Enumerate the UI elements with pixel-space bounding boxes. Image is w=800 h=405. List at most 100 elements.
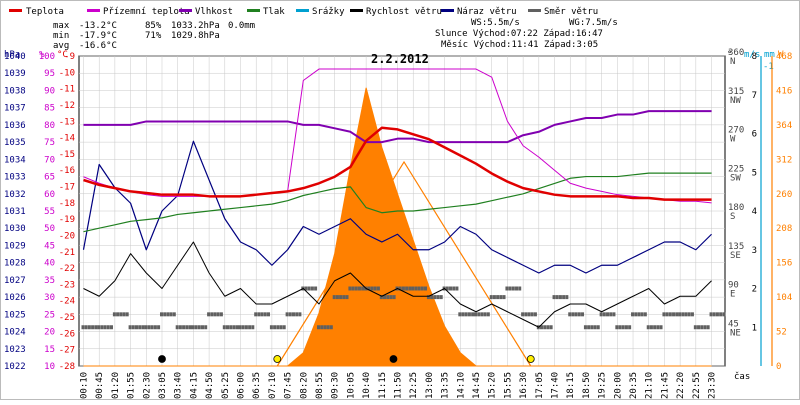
wind-direction-mark bbox=[693, 325, 697, 330]
time-tick-label: 16:30 bbox=[519, 372, 529, 399]
axis-time: 00:10 00:45 01:20 01:55 02:30 03:05 03:40 04:15… bbox=[79, 372, 717, 399]
time-tick-label: 12:25 bbox=[409, 372, 419, 399]
humidity-tick-label: 85 bbox=[44, 104, 55, 114]
wind-direction-mark bbox=[157, 325, 161, 330]
wind-direction-mark bbox=[467, 312, 471, 317]
wind-direction-mark bbox=[292, 312, 296, 317]
solar-tick-label: 260 bbox=[776, 190, 792, 200]
humidity-tick-label: 10 bbox=[44, 362, 55, 372]
rain-tick-label: -1 bbox=[763, 62, 774, 72]
wind-direction-mark bbox=[675, 312, 679, 317]
stat-max-label: max bbox=[53, 21, 70, 31]
temperature-tick-label: -28 bbox=[59, 362, 75, 372]
wind-direction-mark bbox=[159, 312, 163, 317]
solar-tick-label: 104 bbox=[776, 293, 792, 303]
wind-direction-mark bbox=[521, 312, 525, 317]
wind-direction-mark bbox=[342, 295, 346, 300]
axis-header-celsius: °C bbox=[57, 50, 68, 60]
solar-tick-label: 0 bbox=[776, 362, 781, 372]
pressure-tick-label: 1023 bbox=[4, 345, 26, 355]
pressure-tick-label: 1028 bbox=[4, 259, 26, 269]
humidity-tick-label: 70 bbox=[44, 155, 55, 165]
wind-direction-mark bbox=[150, 325, 154, 330]
wind-direction-mark bbox=[581, 312, 585, 317]
wind-direction-mark bbox=[631, 312, 635, 317]
wind-direction-mark bbox=[282, 325, 286, 330]
wind-direction-mark bbox=[254, 312, 258, 317]
wind-direction-mark bbox=[100, 325, 104, 330]
wind-direction-mark bbox=[483, 312, 487, 317]
wind-direction-mark bbox=[370, 286, 374, 291]
wind-speed-tick-label: 4 bbox=[752, 207, 757, 217]
wind-direction-mark bbox=[367, 286, 371, 291]
wind-direction-mark bbox=[166, 312, 170, 317]
legend-item-prizemni: Přízemní teplota bbox=[87, 7, 190, 17]
time-tick-label: 15:20 bbox=[488, 372, 498, 399]
stat-min-humidity: 71% bbox=[145, 31, 162, 41]
moonset-marker bbox=[158, 355, 166, 363]
wind-direction-mark bbox=[235, 325, 239, 330]
direction-tick-letter: S bbox=[730, 212, 735, 222]
humidity-tick-label: 45 bbox=[44, 241, 55, 251]
wind-direction-mark bbox=[505, 286, 509, 291]
wind-direction-mark bbox=[615, 325, 619, 330]
wind-direction-mark bbox=[722, 312, 726, 317]
wind-direction-mark bbox=[678, 312, 682, 317]
axis-header-degree: ° bbox=[727, 50, 732, 60]
wind-direction-mark bbox=[719, 312, 723, 317]
solar-series bbox=[83, 87, 712, 367]
wind-direction-mark bbox=[213, 312, 217, 317]
wind-direction-mark bbox=[583, 325, 587, 330]
axis-header-hpa: hPa bbox=[4, 50, 20, 60]
axis-temperature: -9 -10 -11 -12 -13 -14 -15 -16 -17 -18 -19 -20 -21 -2… bbox=[59, 52, 75, 372]
legend-item-smer: Směr větru bbox=[528, 7, 598, 17]
wind-direction-mark bbox=[373, 286, 377, 291]
axis-header-w: W bbox=[778, 50, 784, 60]
wind-direction-mark bbox=[449, 286, 453, 291]
legend-swatch-smer bbox=[528, 9, 541, 12]
time-tick-label: 00:45 bbox=[95, 372, 105, 399]
stat-avg-temp: -16.6°C bbox=[79, 41, 117, 51]
time-tick-label: 14:45 bbox=[472, 372, 482, 399]
time-tick-label: 10:05 bbox=[346, 372, 356, 399]
time-tick-label: 08:55 bbox=[315, 372, 325, 399]
wind-direction-mark bbox=[499, 295, 503, 300]
wind-direction-mark bbox=[204, 325, 208, 330]
wind-direction-mark bbox=[552, 295, 556, 300]
wind-direction-mark bbox=[471, 312, 475, 317]
wind-speed-tick-label: 8 bbox=[752, 52, 757, 62]
axis-x-label: čas bbox=[734, 371, 750, 382]
wind-direction-mark bbox=[358, 286, 362, 291]
legend-label-srazky: Srážky bbox=[312, 7, 345, 17]
legend-swatch-rychlost bbox=[350, 9, 363, 12]
wind-direction-mark bbox=[197, 325, 201, 330]
wind-speed-tick-label: 7 bbox=[752, 91, 757, 101]
chart-title: 2.2.2012 bbox=[371, 52, 429, 66]
legend-label-vlhkost: Vlhkost bbox=[195, 7, 233, 17]
pressure-tick-label: 1025 bbox=[4, 310, 26, 320]
wind-direction-mark bbox=[649, 325, 653, 330]
series-temp-line bbox=[83, 126, 712, 201]
time-tick-label: 14:10 bbox=[456, 372, 466, 399]
wind-direction-mark bbox=[596, 325, 600, 330]
wind-direction-mark bbox=[609, 312, 613, 317]
wind-direction-series bbox=[81, 286, 726, 330]
wind-direction-mark bbox=[112, 312, 116, 317]
wind-direction-mark bbox=[207, 312, 211, 317]
wind-direction-mark bbox=[109, 325, 113, 330]
wind-direction-mark bbox=[222, 325, 226, 330]
temperature-tick-label: -18 bbox=[59, 199, 75, 209]
pressure-tick-label: 1037 bbox=[4, 104, 26, 114]
direction-tick-degree: 135 bbox=[728, 242, 744, 252]
stat-max-pressure: 1033.2hPa bbox=[171, 21, 220, 31]
wind-direction-mark bbox=[587, 325, 591, 330]
wind-direction-mark bbox=[307, 286, 311, 291]
wind-direction-mark bbox=[248, 325, 252, 330]
pressure-tick-label: 1040 bbox=[4, 52, 26, 62]
wind-direction-mark bbox=[640, 312, 644, 317]
wind-direction-mark bbox=[433, 295, 437, 300]
wind-direction-mark bbox=[153, 325, 157, 330]
wind-direction-mark bbox=[238, 325, 242, 330]
wind-direction-mark bbox=[269, 325, 273, 330]
